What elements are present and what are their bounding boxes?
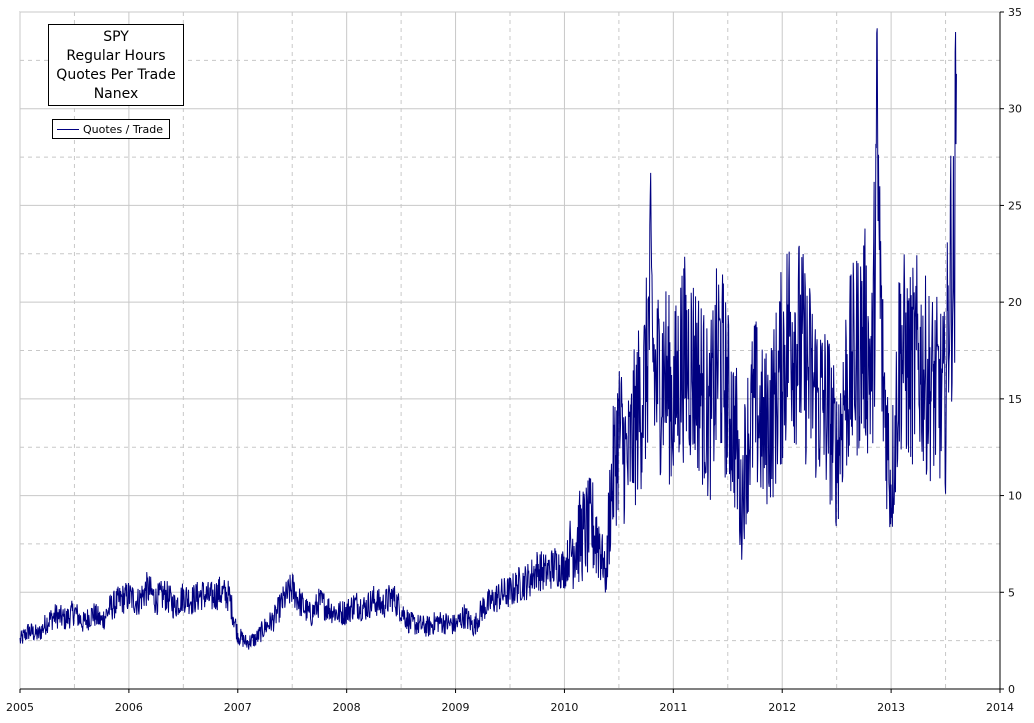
chart-title-line-1: SPY bbox=[103, 29, 129, 45]
y-tick-label: 20 bbox=[1008, 296, 1022, 309]
x-tick-label: 2009 bbox=[442, 701, 470, 714]
y-tick-label: 35 bbox=[1008, 6, 1022, 19]
x-tick-label: 2008 bbox=[333, 701, 361, 714]
y-tick-label: 30 bbox=[1008, 103, 1022, 116]
legend: Quotes / Trade bbox=[52, 119, 170, 139]
x-tick-label: 2013 bbox=[877, 701, 905, 714]
tick-labels: 2005 2006 2007 2008 2009 2010 2011 2012 2013 2014… bbox=[6, 6, 1022, 714]
x-tick-label: 2010 bbox=[550, 701, 578, 714]
chart-title-line-4: Nanex bbox=[93, 86, 139, 102]
y-tick-label: 25 bbox=[1008, 199, 1022, 212]
y-tick-label: 0 bbox=[1008, 683, 1015, 696]
legend-label: Quotes / Trade bbox=[83, 122, 163, 136]
chart-title-box: SPY Regular Hours Quotes Per Trade Nanex bbox=[48, 24, 184, 106]
y-tick-label: 5 bbox=[1008, 586, 1015, 599]
chart-title-line-2: Regular Hours bbox=[66, 48, 166, 64]
x-tick-label: 2006 bbox=[115, 701, 143, 714]
x-tick-label: 2007 bbox=[224, 701, 252, 714]
y-tick-label: 15 bbox=[1008, 393, 1022, 406]
series-line-quotes-per-trade bbox=[19, 28, 957, 650]
x-tick-label: 2014 bbox=[986, 701, 1014, 714]
x-tick-label: 2012 bbox=[768, 701, 796, 714]
y-tick-label: 10 bbox=[1008, 490, 1022, 503]
chart-title-line-3: Quotes Per Trade bbox=[56, 67, 176, 83]
x-tick-label: 2005 bbox=[6, 701, 34, 714]
x-tick-label: 2011 bbox=[659, 701, 687, 714]
legend-line-swatch bbox=[57, 128, 79, 130]
axes bbox=[19, 11, 1004, 693]
